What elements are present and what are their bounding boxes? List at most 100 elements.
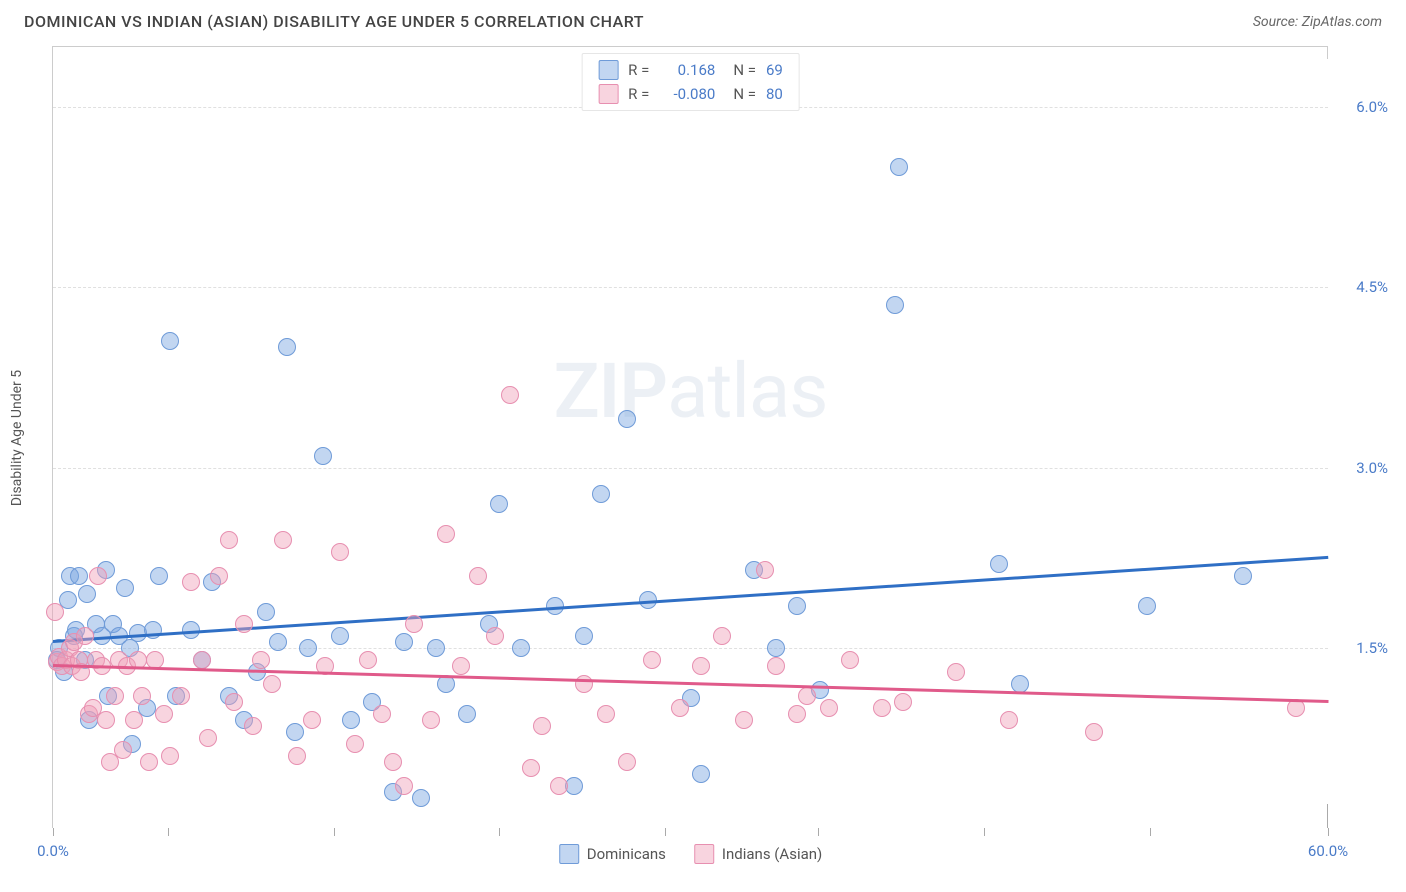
r-value: 0.168 [659, 61, 715, 79]
data-point [469, 567, 487, 585]
data-point [618, 410, 636, 428]
axis-right-tick [1327, 804, 1328, 828]
x-tick [334, 828, 335, 836]
data-point [767, 639, 785, 657]
r-value: -0.080 [659, 85, 715, 103]
data-point [533, 717, 551, 735]
data-point [97, 711, 115, 729]
plot-region: ZIPatlas 1.5%3.0%4.5%6.0%0.0%60.0% [53, 47, 1328, 828]
data-point [788, 597, 806, 615]
data-point [671, 699, 689, 717]
data-point [735, 711, 753, 729]
y-tick-label: 4.5% [1356, 278, 1388, 296]
y-tick-label: 3.0% [1356, 459, 1388, 477]
n-label: N = [733, 85, 756, 103]
source-label: Source: ZipAtlas.com [1253, 14, 1382, 30]
data-point [150, 567, 168, 585]
correlation-legend: R =0.168N =69R =-0.080N =80 [581, 53, 800, 111]
data-point [405, 615, 423, 633]
data-point [161, 747, 179, 765]
data-point [643, 651, 661, 669]
data-point [575, 675, 593, 693]
x-tick [1150, 828, 1151, 836]
y-tick-label: 6.0% [1356, 98, 1388, 116]
r-label: R = [628, 61, 649, 79]
data-point [89, 567, 107, 585]
data-point [575, 627, 593, 645]
data-point [692, 657, 710, 675]
data-point [106, 687, 124, 705]
n-value: 80 [766, 85, 783, 103]
data-point [886, 296, 904, 314]
data-point [70, 567, 88, 585]
data-point [713, 627, 731, 645]
data-point [788, 705, 806, 723]
data-point [288, 747, 306, 765]
legend-item: Indians (Asian) [694, 844, 822, 864]
data-point [452, 657, 470, 675]
x-tick-label: 0.0% [37, 842, 69, 860]
data-point [114, 741, 132, 759]
data-point [798, 687, 816, 705]
data-point [597, 705, 615, 723]
legend-label: Dominicans [587, 845, 666, 863]
data-point [550, 777, 568, 795]
data-point [76, 627, 94, 645]
y-tick-label: 1.5% [1356, 639, 1388, 657]
data-point [384, 753, 402, 771]
r-label: R = [628, 85, 649, 103]
n-value: 69 [766, 61, 783, 79]
data-point [990, 555, 1008, 573]
data-point [314, 447, 332, 465]
chart-area: Disability Age Under 5 ZIPatlas 1.5%3.0%… [52, 46, 1328, 828]
data-point [618, 753, 636, 771]
data-point [140, 753, 158, 771]
data-point [692, 765, 710, 783]
data-point [225, 693, 243, 711]
data-point [342, 711, 360, 729]
data-point [286, 723, 304, 741]
chart-title: DOMINICAN VS INDIAN (ASIAN) DISABILITY A… [24, 12, 644, 31]
data-point [412, 789, 430, 807]
data-point [427, 639, 445, 657]
data-point [820, 699, 838, 717]
legend-row: R =0.168N =69 [598, 58, 783, 82]
data-point [1138, 597, 1156, 615]
data-point [767, 657, 785, 675]
data-point [486, 627, 504, 645]
data-point [1234, 567, 1252, 585]
data-point [199, 729, 217, 747]
data-point [592, 485, 610, 503]
data-point [359, 651, 377, 669]
data-point [220, 531, 238, 549]
legend-swatch [598, 60, 618, 80]
data-point [263, 675, 281, 693]
data-point [947, 663, 965, 681]
data-point [512, 639, 530, 657]
legend-label: Indians (Asian) [722, 845, 822, 863]
data-point [252, 651, 270, 669]
legend-swatch [559, 844, 579, 864]
data-point [182, 573, 200, 591]
data-point [501, 386, 519, 404]
data-point [116, 579, 134, 597]
x-tick [818, 828, 819, 836]
data-point [172, 687, 190, 705]
data-point [894, 693, 912, 711]
legend-item: Dominicans [559, 844, 666, 864]
y-axis-label: Disability Age Under 5 [9, 369, 25, 505]
series-legend: Dominicans Indians (Asian) [559, 844, 823, 864]
data-point [395, 777, 413, 795]
data-point [78, 585, 96, 603]
data-point [331, 543, 349, 561]
legend-swatch [694, 844, 714, 864]
x-tick [168, 828, 169, 836]
x-tick-label: 60.0% [1308, 842, 1348, 860]
data-point [890, 158, 908, 176]
data-point [303, 711, 321, 729]
data-point [161, 332, 179, 350]
data-point [125, 711, 143, 729]
data-point [155, 705, 173, 723]
data-point [46, 603, 64, 621]
data-point [274, 531, 292, 549]
